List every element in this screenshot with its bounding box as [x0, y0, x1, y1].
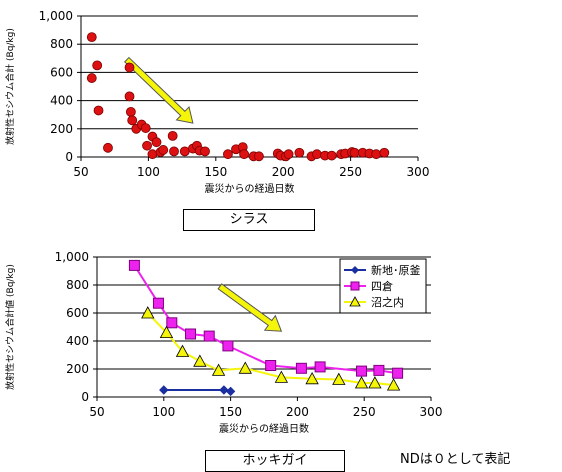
data-point [200, 146, 210, 157]
data-point [314, 361, 326, 373]
data-point [373, 364, 385, 376]
x-tick-label: 200 [286, 405, 309, 419]
caption-hokkigai: ホッキガイ [205, 450, 345, 472]
data-point [86, 32, 97, 43]
data-point [222, 340, 234, 352]
legend-label: 新地･原釜 [371, 263, 421, 277]
legend-label: 四倉 [371, 279, 393, 293]
x-axis-label: 震災からの経過日数 [205, 182, 295, 195]
data-point [127, 115, 138, 126]
x-tick-label: 300 [420, 405, 443, 419]
y-tick-label: 400 [50, 94, 73, 108]
data-point [166, 317, 178, 329]
y-tick-label: 1,000 [55, 250, 89, 264]
data-point [86, 73, 97, 83]
y-tick-label: 200 [50, 122, 73, 136]
legend-marker [351, 266, 359, 274]
data-point [265, 360, 277, 371]
data-point [179, 146, 190, 157]
data-point [356, 365, 368, 377]
data-point [379, 147, 390, 158]
y-tick-label: 0 [65, 150, 73, 164]
y-tick-label: 600 [50, 65, 73, 79]
x-tick-label: 200 [272, 165, 295, 179]
data-point [326, 150, 337, 161]
x-tick-label: 150 [204, 165, 227, 179]
data-point [147, 149, 158, 160]
data-point [211, 363, 226, 376]
data-point [159, 325, 174, 338]
data-point [169, 146, 179, 157]
y-tick-label: 200 [66, 362, 89, 376]
y-tick-label: 0 [81, 390, 89, 404]
trend-arrow [124, 56, 194, 124]
legend-marker [349, 296, 361, 307]
data-point [332, 372, 346, 385]
data-point [124, 91, 135, 102]
data-point [311, 149, 322, 160]
y-tick-label: 1,000 [39, 9, 73, 23]
x-tick-label: 250 [339, 165, 362, 179]
data-point [354, 376, 369, 389]
data-point [294, 147, 305, 158]
y-axis-label: 放射性セシウム合計値 (Bq/kg) [4, 264, 16, 390]
data-point [152, 297, 164, 309]
data-point [219, 385, 229, 395]
y-axis-label: 放射性セシウム合計 (Bq/kg) [4, 28, 16, 145]
data-point [103, 142, 113, 153]
x-tick-label: 250 [353, 405, 376, 419]
y-tick-label: 400 [66, 334, 89, 348]
data-point [142, 140, 152, 151]
data-point [141, 306, 155, 319]
data-point [305, 371, 319, 385]
data-point [128, 259, 140, 271]
data-point [254, 151, 264, 162]
trend-arrow [217, 283, 283, 332]
data-point [93, 105, 104, 116]
hokkigai-chart: 0 200 400 600 800 1,000 50 100 150 200 250 300 震災からの… [4, 250, 443, 435]
data-point [274, 370, 289, 383]
nd-note: NDは０として表記 [400, 452, 511, 467]
data-point [283, 149, 294, 160]
x-tick-label: 300 [407, 165, 430, 179]
data-point [368, 376, 382, 389]
data-point [239, 149, 250, 160]
x-axis-label: 震災からの経過日数 [219, 422, 309, 435]
data-point [159, 385, 169, 395]
y-tick-label: 800 [50, 37, 73, 51]
data-point [225, 386, 236, 397]
y-tick-label: 800 [66, 278, 89, 292]
data-point [223, 149, 233, 160]
data-point [92, 60, 103, 71]
data-point [185, 328, 197, 340]
x-tick-label: 50 [89, 405, 104, 419]
data-point [125, 106, 136, 117]
data-point [140, 123, 151, 133]
data-point [386, 378, 401, 391]
caption-shirasu: シラス [183, 209, 315, 231]
data-point [392, 367, 404, 379]
x-tick-label: 100 [137, 165, 160, 179]
shirasu-chart: 0 200 400 600 800 1,000 50 100 150 200 250 300 震災からの… [4, 9, 430, 195]
legend-label: 沼之内 [371, 295, 404, 309]
y-tick-label: 600 [66, 306, 89, 320]
data-point [371, 149, 382, 160]
data-point [295, 362, 307, 374]
data-point [167, 130, 178, 141]
data-point [238, 361, 252, 374]
data-point [349, 147, 360, 158]
legend-marker [350, 281, 360, 291]
data-point [151, 137, 162, 148]
data-point [203, 330, 215, 342]
x-tick-label: 50 [73, 165, 88, 179]
data-point [193, 354, 207, 367]
data-point [175, 344, 190, 357]
x-tick-label: 100 [152, 405, 175, 419]
data-point [124, 62, 135, 73]
data-point [158, 145, 169, 155]
x-tick-label: 150 [219, 405, 242, 419]
